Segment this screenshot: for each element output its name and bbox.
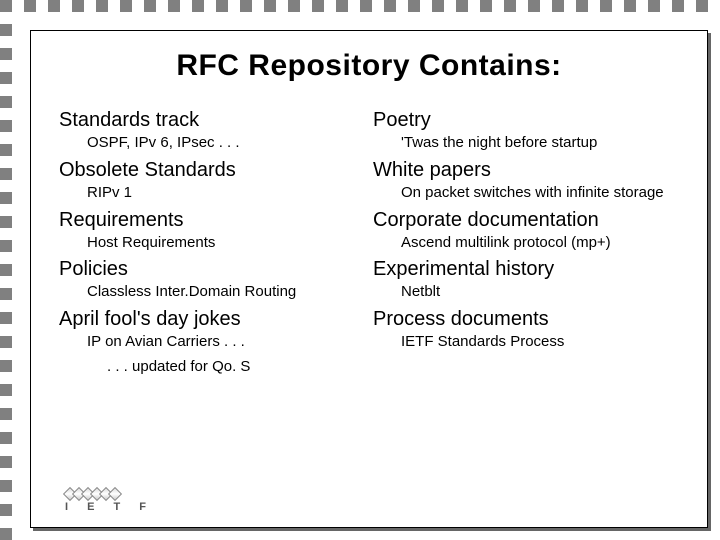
category-heading: Policies [59, 258, 365, 281]
category-sub: Ascend multilink protocol (mp+) [401, 234, 679, 253]
category-heading: Corporate documentation [373, 209, 679, 232]
category-sub: OSPF, IPv 6, IPsec . . . [87, 134, 365, 153]
category-sub: Netblt [401, 283, 679, 302]
diamond-decoration [65, 489, 154, 499]
category-sub: . . . updated for Qo. S [107, 358, 365, 377]
category-sub: Host Requirements [87, 234, 365, 253]
category-sub: Classless Inter.Domain Routing [87, 283, 365, 302]
category-sub: IP on Avian Carriers . . . [87, 333, 365, 352]
left-column: Standards track OSPF, IPv 6, IPsec . . . O… [59, 105, 365, 383]
slide-panel: RFC Repository Contains: Standards track… [30, 30, 708, 528]
ietf-logo: I E T F [65, 489, 154, 513]
category-sub: On packet switches with infinite storage [401, 184, 679, 203]
category-sub: 'Twas the night before startup [401, 134, 679, 153]
category-sub: RIPv 1 [87, 184, 365, 203]
slide-title: RFC Repository Contains: [59, 49, 679, 83]
category-heading: White papers [373, 159, 679, 182]
category-heading: Obsolete Standards [59, 159, 365, 182]
category-sub: IETF Standards Process [401, 333, 679, 352]
category-heading: April fool's day jokes [59, 308, 365, 331]
category-heading: Requirements [59, 209, 365, 232]
content-columns: Standards track OSPF, IPv 6, IPsec . . . O… [59, 105, 679, 383]
category-heading: Poetry [373, 109, 679, 132]
right-column: Poetry 'Twas the night before startup Whit… [373, 105, 679, 383]
category-heading: Process documents [373, 308, 679, 331]
category-heading: Experimental history [373, 258, 679, 281]
ietf-text: I E T F [65, 501, 154, 513]
category-heading: Standards track [59, 109, 365, 132]
